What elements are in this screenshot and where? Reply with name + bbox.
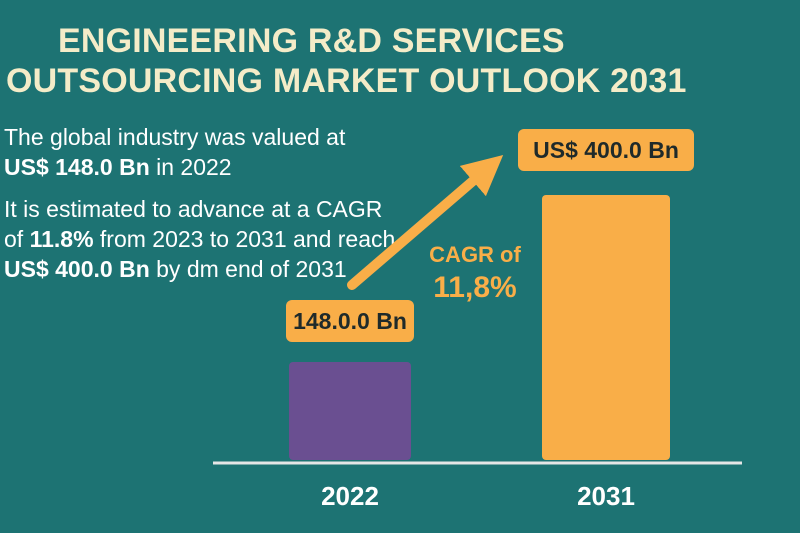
info-1-value: US$ 148.0 Bn [4,154,150,180]
cagr-value: 11,8% [433,271,516,304]
info-2-text-c: by dm end of 2031 [149,256,347,282]
x-tick-2031: 2031 [577,481,635,511]
info-2-text-b: from 2023 to 2031 and reach [93,226,396,252]
title-line-1: ENGINEERING R&D SERVICES [58,22,565,60]
info-1-text-a: The global industry was valued at [4,124,346,150]
x-tick-2022: 2022 [321,481,379,511]
info-paragraph-1: The global industry was valued at US$ 14… [4,122,384,182]
info-2-text-a: It is estimated to advance at a CAGR of [4,196,383,252]
value-label-2031: US$ 400.0 Bn [533,137,679,163]
info-2-cagr: 11.8% [29,226,94,252]
bar-2022 [289,361,411,460]
title-line-2: OUTSOURCING MARKET OUTLOOK 2031 [6,62,687,100]
value-label-2022: 148.0.0 Bn [293,308,407,334]
bar-2031 [542,195,670,460]
growth-arrow-icon [347,154,504,290]
info-2-value: US$ 400.0 Bn [4,256,150,282]
value-label-box-2022 [286,299,414,342]
cagr-label: CAGR of [429,242,521,267]
info-paragraph-2: It is estimated to advance at a CAGR of … [4,194,404,284]
value-label-box-2031 [518,129,694,171]
info-1-text-b: in 2022 [149,154,232,180]
